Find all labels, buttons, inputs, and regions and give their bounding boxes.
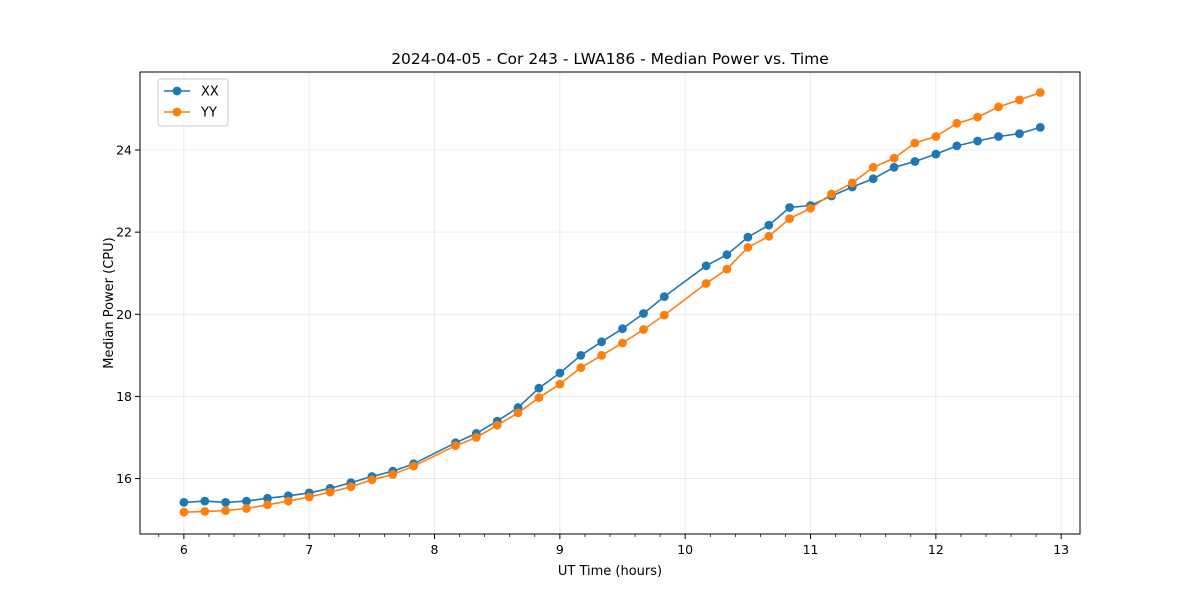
- legend-yy-marker: [172, 107, 182, 117]
- series-yy-point: [388, 470, 398, 479]
- series-yy-point: [513, 408, 523, 418]
- x-axis-label: UT Time (hours): [558, 564, 662, 579]
- series-yy-point: [325, 487, 335, 497]
- series-yy-point: [722, 264, 732, 274]
- series-xx-point: [785, 203, 794, 212]
- series-xx-point: [221, 498, 231, 507]
- series-yy-point: [785, 214, 794, 224]
- legend-xx-marker: [172, 86, 182, 96]
- series-yy-point: [367, 475, 377, 485]
- series-yy-point: [701, 279, 711, 288]
- series-xx-point: [179, 498, 189, 507]
- series-xx-point: [263, 493, 272, 503]
- x-tick-label: 9: [556, 542, 564, 557]
- legend-yy-label[interactable]: YY: [200, 106, 217, 121]
- series-yy-point: [994, 102, 1003, 112]
- series-xx-point: [952, 141, 962, 151]
- series-xx-point: [242, 496, 251, 506]
- grid: [140, 72, 1080, 534]
- series-yy-point: [242, 504, 251, 513]
- series-yy-point: [847, 178, 857, 188]
- x-tick-label: 8: [431, 542, 439, 557]
- chart-title: 2024-04-05 - Cor 243 - LWA186 - Median P…: [391, 50, 829, 68]
- series-xx-point: [639, 309, 648, 318]
- series-xx-point: [597, 337, 606, 347]
- series-yy-point: [659, 310, 669, 320]
- series-xx-point: [576, 351, 586, 360]
- series-xx-point: [910, 157, 920, 166]
- series-xx-point: [555, 368, 565, 378]
- series-xx-point: [868, 174, 878, 184]
- series-xx-point: [994, 132, 1003, 141]
- series-yy-point: [576, 363, 586, 373]
- series-yy-point: [1035, 88, 1045, 97]
- series-xx-point: [973, 136, 982, 146]
- series-yy-point: [618, 338, 627, 348]
- x-tick-label: 13: [1053, 542, 1069, 557]
- series-yy-point: [806, 203, 815, 213]
- y-axis-label: Median Power (CPU): [102, 237, 117, 368]
- series-xx-point: [659, 292, 669, 301]
- series-yy-point: [451, 441, 460, 451]
- series-yy-point: [910, 138, 920, 148]
- y-tick-label: 16: [116, 471, 132, 486]
- legend[interactable]: XX YY: [157, 78, 229, 127]
- series-layer: [179, 88, 1045, 517]
- series-yy-point: [1015, 95, 1024, 105]
- series-yy-point: [534, 393, 544, 403]
- y-tick-label: 22: [116, 225, 132, 240]
- series-yy-point: [409, 461, 418, 471]
- series-xx-line: [183, 126, 1041, 504]
- series-yy-point: [283, 496, 293, 506]
- series-yy-point: [471, 433, 481, 442]
- x-axis-ticks: 6 7 8 9 10 11 12 13: [158, 534, 1069, 557]
- series-yy-line: [183, 91, 1041, 513]
- x-tick-label: 7: [305, 542, 313, 557]
- series-yy-point: [597, 351, 606, 360]
- series-xx-point: [889, 162, 899, 172]
- series-yy-point: [492, 420, 502, 430]
- series-yy-point: [555, 379, 565, 389]
- series-yy-point: [346, 482, 356, 492]
- series-yy-point: [639, 325, 648, 334]
- series-yy-point: [743, 243, 753, 252]
- series-xx-point: [534, 383, 544, 393]
- series-xx-point: [701, 261, 711, 271]
- plot-frame: [139, 71, 1081, 535]
- series-xx-point: [722, 250, 732, 260]
- series-yy-point: [931, 132, 941, 141]
- x-tick-label: 12: [928, 542, 944, 557]
- series-yy-point: [973, 112, 982, 122]
- y-tick-label: 20: [116, 307, 132, 322]
- series-xx-point: [1035, 123, 1045, 132]
- x-tick-label: 11: [803, 542, 819, 557]
- series-xx-point: [743, 232, 753, 242]
- series-yy-point: [304, 492, 314, 502]
- series-yy-point: [221, 506, 231, 515]
- series-xx-point: [1015, 129, 1024, 139]
- series-yy-point: [889, 153, 899, 163]
- series-xx-point: [931, 149, 941, 159]
- series-xx-point: [764, 220, 774, 230]
- y-axis-ticks: 16 18 20 22 24: [116, 143, 140, 486]
- series-yy-point: [200, 507, 210, 516]
- series-xx-point: [618, 324, 627, 334]
- series-yy-point: [263, 500, 272, 510]
- series-yy-point: [827, 189, 836, 199]
- series-yy-point: [952, 118, 962, 128]
- y-tick-label: 18: [116, 389, 132, 404]
- series-yy-point: [868, 162, 878, 172]
- y-tick-label: 24: [116, 143, 132, 158]
- series-xx-point: [200, 496, 210, 506]
- legend-xx-label[interactable]: XX: [201, 85, 219, 100]
- series-yy-point: [764, 231, 774, 241]
- x-tick-label: 6: [180, 542, 188, 557]
- series-yy-point: [179, 507, 189, 517]
- x-tick-label: 10: [677, 542, 693, 557]
